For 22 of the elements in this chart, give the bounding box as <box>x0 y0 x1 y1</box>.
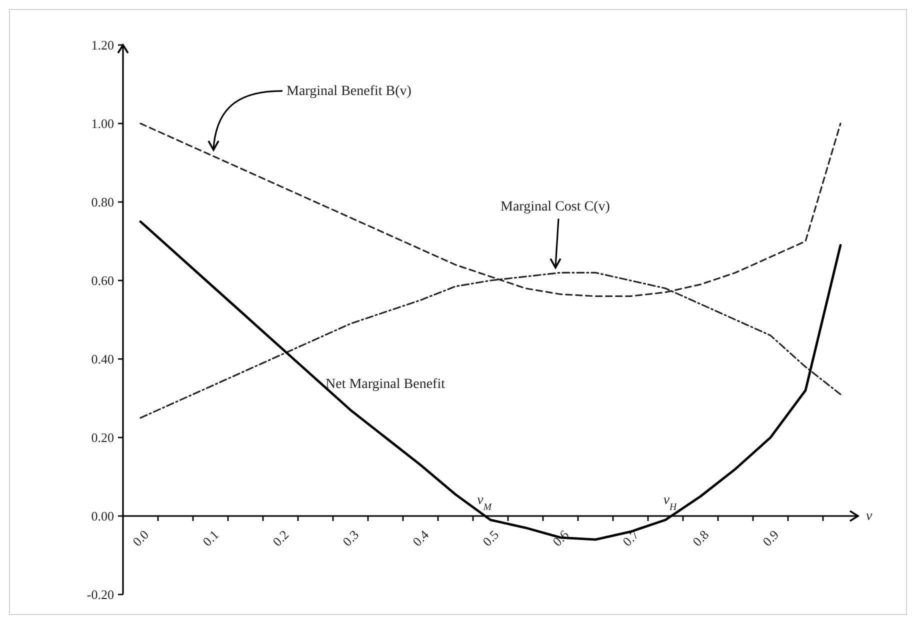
x-tick-label: 0.1 <box>199 526 222 550</box>
y-tick-label: 0.20 <box>91 430 114 446</box>
y-tick-label: 1.20 <box>91 38 114 53</box>
annotation: Net Marginal Benefit <box>326 377 446 392</box>
y-tick-label: 1.00 <box>91 116 114 132</box>
annotation: Marginal Cost C(v) <box>500 200 610 215</box>
x-tick-label: 0.4 <box>409 526 432 550</box>
annotation: v$_{M}$ <box>477 493 492 512</box>
y-tick-label: 0.00 <box>91 508 114 524</box>
x-tick-label: 0.3 <box>339 526 362 550</box>
x-tick-label: 0.0 <box>129 526 152 550</box>
annotation: v$_{H}$ <box>663 493 678 512</box>
y-tick-label: 0.40 <box>91 352 114 367</box>
y-tick-label: 0.80 <box>91 194 114 210</box>
x-tick-label: 0.2 <box>269 526 292 550</box>
annotation: Marginal Benefit B(v) <box>286 84 412 99</box>
x-tick-label: 0.5 <box>479 526 502 550</box>
y-tick-label: -0.20 <box>86 587 114 602</box>
y-tick-label: 0.60 <box>91 273 114 288</box>
x-tick-label: 0.8 <box>689 526 712 550</box>
x-axis-title: v <box>866 509 873 524</box>
x-tick-label: 0.9 <box>759 526 782 550</box>
